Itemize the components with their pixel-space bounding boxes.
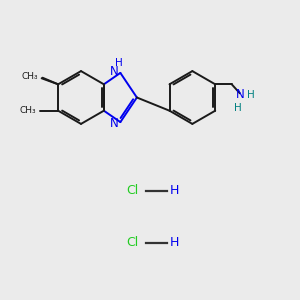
Text: N: N [236, 88, 245, 101]
Text: CH₃: CH₃ [21, 72, 38, 81]
Text: H: H [248, 90, 255, 100]
Text: Cl: Cl [126, 236, 138, 250]
Text: CH₃: CH₃ [19, 106, 36, 115]
Text: CH₃: CH₃ [34, 77, 36, 78]
Text: H: H [234, 103, 242, 113]
Text: Cl: Cl [126, 184, 138, 197]
Text: N: N [110, 65, 118, 78]
Text: H: H [115, 58, 123, 68]
Text: H: H [169, 236, 179, 250]
Text: H: H [169, 184, 179, 197]
Text: N: N [110, 117, 118, 130]
